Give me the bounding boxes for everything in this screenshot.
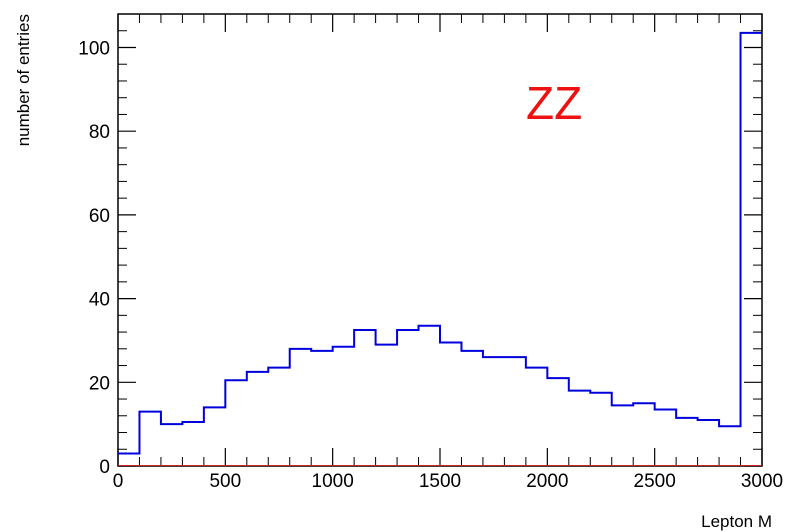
histogram-bin bbox=[354, 330, 375, 466]
histogram-bin bbox=[504, 357, 525, 466]
histogram-bin bbox=[526, 368, 547, 466]
histogram-bin bbox=[741, 33, 762, 466]
histogram-bin bbox=[333, 347, 354, 466]
y-minor-ticks bbox=[118, 13, 762, 450]
histogram-bin bbox=[139, 412, 160, 466]
histogram-bin bbox=[590, 393, 611, 466]
y-tick-label: 40 bbox=[89, 290, 110, 311]
y-tick-label: 80 bbox=[89, 122, 110, 143]
histogram-bin bbox=[118, 453, 139, 466]
x-minor-ticks bbox=[138, 14, 742, 466]
x-axis-ticks: 0 500 1000 1500 2000 2500 3000 bbox=[113, 14, 783, 492]
histogram-bin bbox=[440, 343, 461, 466]
histogram-bin bbox=[204, 407, 225, 466]
histogram-bin bbox=[612, 405, 633, 466]
histogram-bin bbox=[397, 330, 418, 466]
histogram-bin bbox=[419, 326, 440, 466]
histogram-bin bbox=[311, 351, 332, 466]
y-tick-label: 60 bbox=[89, 206, 110, 227]
y-tick-label: 0 bbox=[99, 457, 110, 478]
histogram-bin bbox=[461, 351, 482, 466]
histogram-bin bbox=[161, 424, 182, 466]
histogram-bin bbox=[676, 418, 697, 466]
x-tick-label: 3000 bbox=[741, 471, 783, 492]
x-tick-label: 2000 bbox=[526, 471, 568, 492]
histogram-bin bbox=[376, 345, 397, 466]
x-tick-label: 2500 bbox=[634, 471, 676, 492]
histogram-bin bbox=[569, 391, 590, 466]
histogram-bin bbox=[655, 410, 676, 467]
histogram-bin bbox=[633, 403, 654, 466]
y-axis-label: number of entries bbox=[14, 14, 33, 146]
x-tick-label: 1500 bbox=[419, 471, 461, 492]
histogram-line bbox=[118, 31, 762, 455]
histogram-bin bbox=[182, 422, 203, 466]
histogram-bin bbox=[225, 380, 246, 466]
annotation-zz: ZZ bbox=[526, 77, 582, 129]
histogram-bins bbox=[118, 33, 762, 466]
histogram-bin bbox=[268, 368, 289, 466]
y-tick-label: 20 bbox=[89, 373, 110, 394]
histogram-bin bbox=[290, 349, 311, 466]
histogram-bin bbox=[247, 372, 268, 466]
x-axis-label: Lepton M bbox=[701, 512, 772, 531]
x-tick-label: 1000 bbox=[312, 471, 354, 492]
y-tick-label: 100 bbox=[78, 38, 110, 59]
histogram-bin bbox=[719, 426, 740, 466]
histogram-bin bbox=[483, 357, 504, 466]
x-tick-label: 500 bbox=[209, 471, 241, 492]
x-tick-label: 0 bbox=[113, 471, 124, 492]
histogram-bin bbox=[547, 378, 568, 466]
histogram-bin bbox=[698, 420, 719, 466]
